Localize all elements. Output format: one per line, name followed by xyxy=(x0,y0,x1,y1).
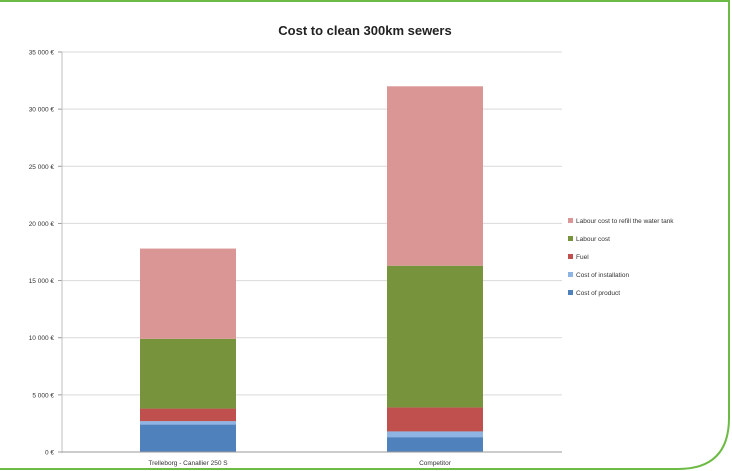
bars xyxy=(140,86,483,452)
bar-segment xyxy=(387,437,483,452)
bar-segment xyxy=(140,338,236,409)
bar-segment xyxy=(140,421,236,425)
y-tick-label: 0 € xyxy=(45,450,54,457)
gridlines xyxy=(62,51,562,396)
legend-swatch xyxy=(568,254,573,259)
legend-label: Labour cost to refill the water tank xyxy=(576,218,674,225)
legend-swatch xyxy=(568,236,573,241)
y-tick-label: 35 000 € xyxy=(29,50,55,57)
legend-label: Cost of installation xyxy=(576,272,629,279)
y-tick-label: 20 000 € xyxy=(29,221,55,228)
bar-segment xyxy=(140,424,236,452)
x-tick-label: Trelleborg - Canallier 250 S xyxy=(148,460,228,467)
legend-label: Labour cost xyxy=(576,236,610,243)
y-tick-label: 25 000 € xyxy=(29,164,55,171)
x-tick-label: Competitor xyxy=(419,460,452,467)
legend: Labour cost to refill the water tank Labo… xyxy=(568,218,674,297)
y-tick-label: 30 000 € xyxy=(29,107,55,114)
y-tick-label: 10 000 € xyxy=(29,335,55,342)
legend-swatch xyxy=(568,290,573,295)
bar-segment xyxy=(387,407,483,432)
y-tick-label: 5 000 € xyxy=(32,392,54,399)
x-axis-labels: Trelleborg - Canallier 250 S Competitor xyxy=(148,460,451,467)
bar-segment xyxy=(387,431,483,438)
y-tick-label: 15 000 € xyxy=(29,278,55,285)
bar-segment xyxy=(140,248,236,339)
legend-label: Fuel xyxy=(576,254,589,261)
bar-segment xyxy=(387,86,483,266)
legend-swatch xyxy=(568,272,573,277)
y-axis-ticks: 0 € 5 000 € 10 000 € 15 000 € 20 000 € 25 000… xyxy=(29,50,62,457)
legend-label: Cost of product xyxy=(576,290,620,297)
legend-swatch xyxy=(568,218,573,223)
chart-title: Cost to clean 300km sewers xyxy=(278,23,451,38)
bar-segment xyxy=(140,408,236,422)
bar-segment xyxy=(387,265,483,408)
